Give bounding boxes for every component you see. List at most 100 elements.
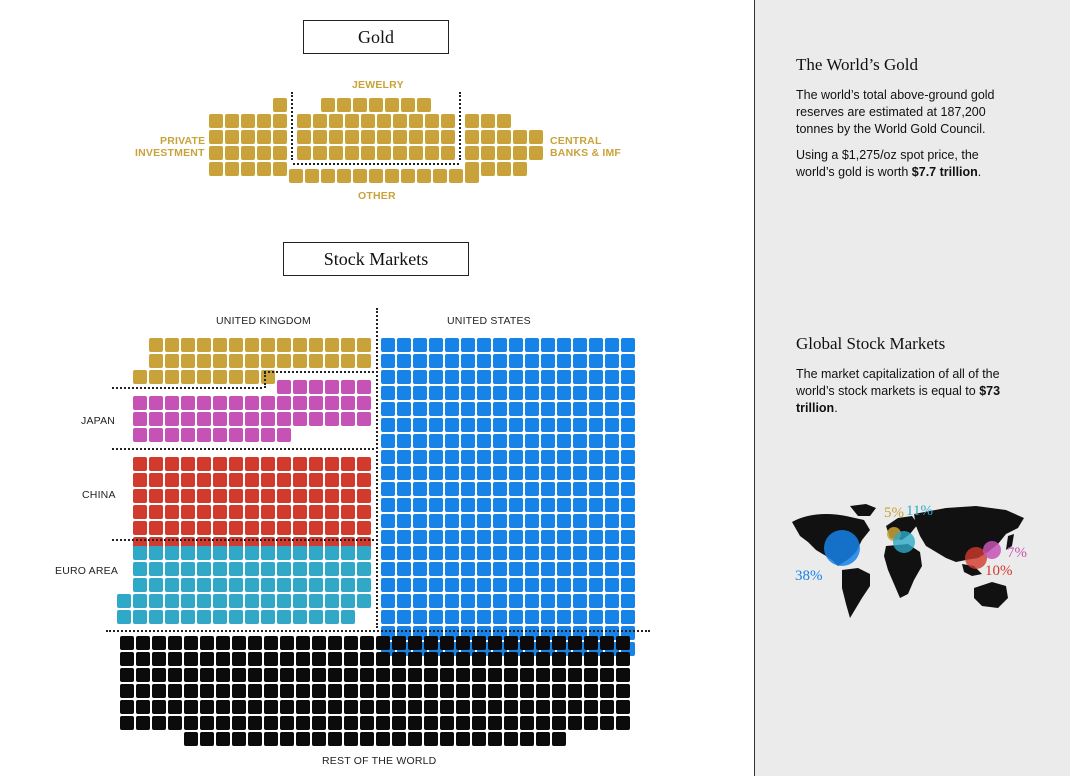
waffle-cell-china xyxy=(165,505,179,519)
waffle-cell-rest-of-world xyxy=(296,684,310,698)
label-other: OTHER xyxy=(358,190,396,202)
waffle-cell-us xyxy=(509,450,523,464)
waffle-cell-euro xyxy=(357,546,371,560)
waffle-cell-rest-of-world xyxy=(136,636,150,650)
waffle-cell-euro xyxy=(341,610,355,624)
waffle-cell-us xyxy=(589,482,603,496)
waffle-cell-china xyxy=(309,489,323,503)
waffle-cell-rest-of-world xyxy=(152,652,166,666)
waffle-cell-us xyxy=(445,434,459,448)
waffle-cell-us xyxy=(621,546,635,560)
waffle-cell-us xyxy=(541,434,555,448)
waffle-cell-japan xyxy=(261,412,275,426)
waffle-cell-euro xyxy=(245,546,259,560)
waffle-cell-euro xyxy=(229,610,243,624)
waffle-cell-rest-of-world xyxy=(248,668,262,682)
label-private-1: PRIVATE xyxy=(160,135,206,147)
sidebar-gold-paragraph-2: Using a $1,275/oz spot price, the world’… xyxy=(796,147,1006,181)
waffle-cell-us xyxy=(397,498,411,512)
waffle-cell-private-investment xyxy=(257,146,271,160)
waffle-cell-us xyxy=(541,466,555,480)
waffle-cell-rest-of-world xyxy=(408,668,422,682)
waffle-cell-rest-of-world xyxy=(456,668,470,682)
waffle-cell-rest-of-world xyxy=(184,716,198,730)
waffle-cell-rest-of-world xyxy=(392,700,406,714)
waffle-cell-rest-of-world xyxy=(456,732,470,746)
waffle-cell-japan xyxy=(149,428,163,442)
waffle-cell-rest-of-world xyxy=(424,668,438,682)
waffle-cell-china xyxy=(213,521,227,535)
waffle-cell-rest-of-world xyxy=(408,732,422,746)
waffle-cell-jewelry xyxy=(353,98,367,112)
waffle-cell-private-investment xyxy=(273,146,287,160)
waffle-cell-us xyxy=(589,338,603,352)
waffle-cell-us xyxy=(397,450,411,464)
waffle-cell-us xyxy=(605,450,619,464)
waffle-cell-jewelry xyxy=(409,146,423,160)
waffle-cell-china xyxy=(341,521,355,535)
waffle-cell-china xyxy=(293,473,307,487)
waffle-cell-rest-of-world xyxy=(344,716,358,730)
waffle-cell-euro xyxy=(165,546,179,560)
waffle-cell-euro xyxy=(229,546,243,560)
waffle-cell-us xyxy=(445,530,459,544)
waffle-cell-uk xyxy=(229,370,243,384)
waffle-cell-rest-of-world xyxy=(520,732,534,746)
waffle-cell-rest-of-world xyxy=(488,652,502,666)
waffle-cell-rest-of-world xyxy=(568,684,582,698)
waffle-cell-euro xyxy=(357,562,371,576)
waffle-cell-us xyxy=(605,594,619,608)
waffle-cell-rest-of-world xyxy=(328,700,342,714)
waffle-cell-jewelry xyxy=(297,130,311,144)
waffle-cell-us xyxy=(493,594,507,608)
gold-title: Gold xyxy=(303,20,449,54)
waffle-cell-us xyxy=(605,402,619,416)
waffle-cell-japan xyxy=(357,396,371,410)
waffle-cell-private-investment xyxy=(209,162,223,176)
waffle-cell-rest-of-world xyxy=(200,684,214,698)
waffle-cell-rest-of-world xyxy=(424,716,438,730)
waffle-cell-central-banks xyxy=(497,146,511,160)
waffle-cell-rest-of-world xyxy=(184,684,198,698)
waffle-cell-us xyxy=(413,482,427,496)
waffle-cell-us xyxy=(429,562,443,576)
waffle-cell-japan xyxy=(309,396,323,410)
waffle-cell-us xyxy=(621,402,635,416)
waffle-cell-us xyxy=(461,370,475,384)
waffle-cell-rest-of-world xyxy=(328,652,342,666)
waffle-cell-euro xyxy=(149,610,163,624)
waffle-cell-rest-of-world xyxy=(552,732,566,746)
waffle-cell-rest-of-world xyxy=(552,716,566,730)
waffle-cell-china xyxy=(277,489,291,503)
waffle-cell-rest-of-world xyxy=(280,700,294,714)
waffle-cell-china xyxy=(133,489,147,503)
waffle-cell-us xyxy=(429,434,443,448)
waffle-cell-rest-of-world xyxy=(456,652,470,666)
waffle-cell-us xyxy=(493,610,507,624)
waffle-cell-us xyxy=(445,466,459,480)
waffle-cell-us xyxy=(541,418,555,432)
waffle-cell-other xyxy=(321,169,335,183)
waffle-cell-us xyxy=(413,578,427,592)
waffle-cell-rest-of-world xyxy=(296,652,310,666)
waffle-cell-china xyxy=(245,505,259,519)
map-pct-china: 10% xyxy=(985,563,1013,579)
waffle-cell-rest-of-world xyxy=(280,652,294,666)
waffle-cell-rest-of-world xyxy=(344,684,358,698)
waffle-cell-central-banks xyxy=(513,162,527,176)
waffle-cell-rest-of-world xyxy=(248,716,262,730)
waffle-cell-us xyxy=(477,354,491,368)
waffle-cell-china xyxy=(181,521,195,535)
waffle-cell-private-investment xyxy=(209,146,223,160)
label-row: REST OF THE WORLD xyxy=(322,755,437,767)
waffle-cell-us xyxy=(461,610,475,624)
waffle-cell-rest-of-world xyxy=(552,700,566,714)
waffle-cell-us xyxy=(445,370,459,384)
waffle-cell-china xyxy=(213,505,227,519)
waffle-cell-us xyxy=(525,562,539,576)
waffle-cell-us xyxy=(573,498,587,512)
waffle-cell-us xyxy=(621,450,635,464)
waffle-cell-china xyxy=(325,521,339,535)
waffle-cell-jewelry xyxy=(425,130,439,144)
waffle-cell-us xyxy=(557,354,571,368)
